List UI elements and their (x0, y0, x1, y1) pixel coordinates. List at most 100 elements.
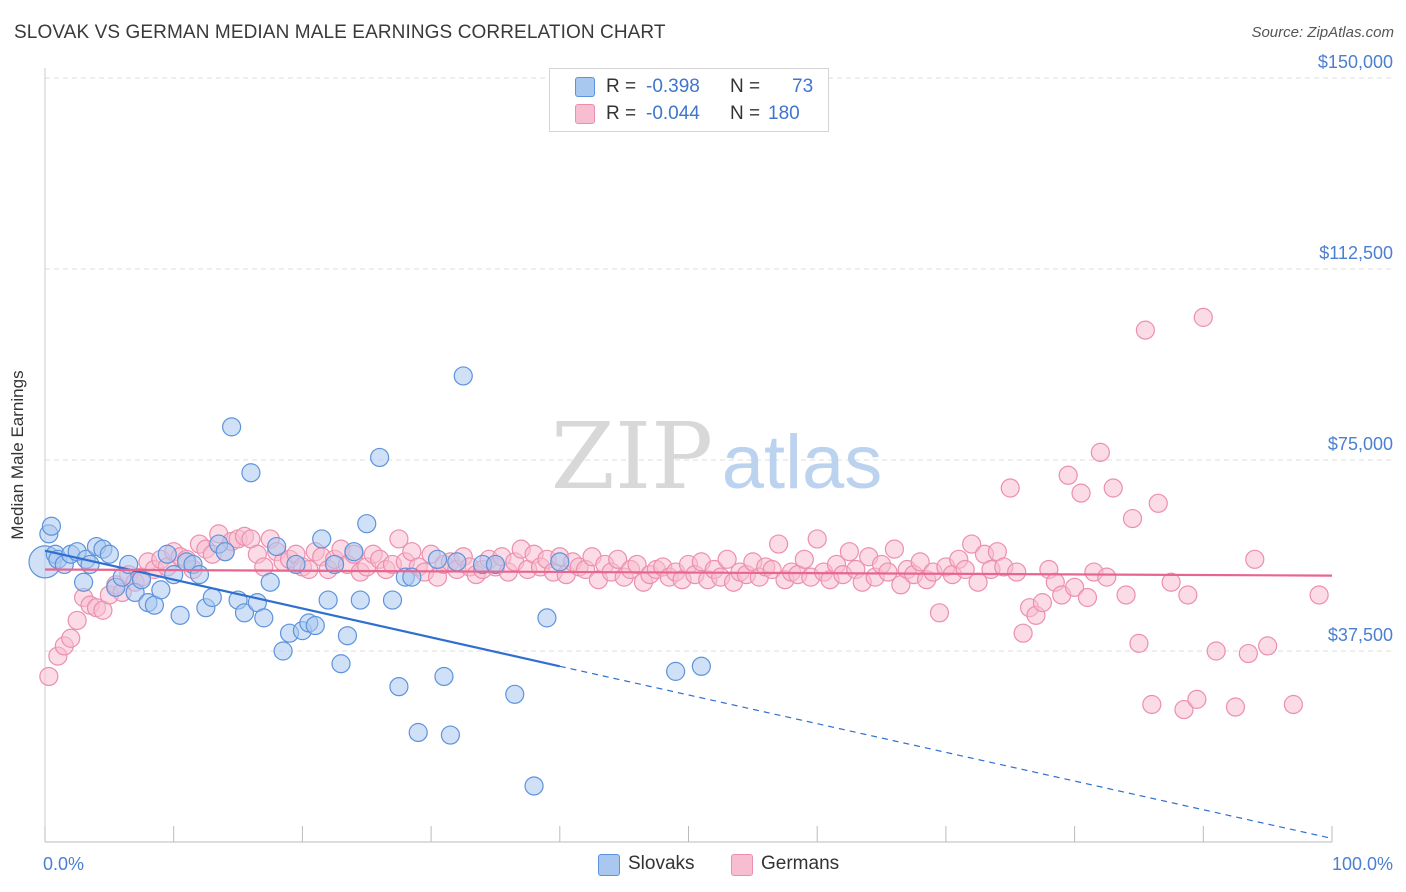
slovak-point (440, 725, 461, 745)
german-point (768, 534, 789, 554)
slovak-point (453, 366, 473, 386)
german-point (1058, 465, 1078, 485)
german-point (717, 549, 737, 569)
slovak-point (357, 514, 377, 534)
german-point (1283, 694, 1303, 715)
legend-r-label: R = (606, 76, 637, 97)
german-point (1135, 320, 1155, 340)
slovak-point (151, 580, 171, 600)
legend-row-slovaks: R = -0.398 N = 73 (550, 74, 828, 100)
legend-r-value: -0.398 (646, 76, 700, 97)
x-tick-labels: 0.0% 100.0% (43, 854, 1393, 874)
german-point (389, 529, 409, 549)
german-point (61, 628, 81, 648)
german-point (1000, 478, 1020, 498)
slovak-point (389, 677, 409, 697)
slovak-point (408, 722, 428, 743)
slovak-point (337, 626, 358, 646)
x-tick-label-end: 100.0% (1332, 854, 1393, 874)
slovak-point (691, 656, 711, 676)
slovak-point (241, 463, 261, 483)
german-point (1206, 641, 1226, 661)
germans-legend-swatch (731, 854, 753, 876)
slovak-point (370, 447, 390, 468)
slovak-point (305, 615, 325, 636)
y-tick-label: $112,500 (1319, 243, 1393, 263)
german-point (1129, 633, 1149, 653)
german-point (1187, 689, 1207, 709)
german-point (608, 549, 628, 569)
german-point (1090, 442, 1110, 462)
watermark-atlas: atlas (722, 420, 883, 505)
slovak-point (157, 544, 177, 564)
germans-series (39, 307, 1329, 720)
german-point (884, 539, 905, 559)
german-point (1103, 478, 1123, 498)
german-point (1245, 549, 1265, 569)
german-point (1007, 562, 1027, 582)
legend-r-label: R = (606, 103, 637, 124)
slovak-point (447, 552, 467, 572)
slovak-point (318, 590, 338, 610)
german-point (1161, 572, 1181, 592)
german-point (929, 603, 950, 623)
german-point (1258, 636, 1278, 656)
german-point (878, 562, 898, 582)
german-point (1122, 508, 1143, 529)
slovak-point (254, 608, 274, 628)
slovak-point (402, 567, 422, 587)
slovak-point (267, 536, 287, 557)
german-point (910, 552, 930, 572)
slovaks-legend-label: Slovaks (628, 853, 695, 874)
legend-n-value: 180 (768, 103, 800, 124)
y-tick-label: $37,500 (1328, 625, 1393, 645)
german-point (1309, 585, 1329, 605)
chart-title: SLOVAK VS GERMAN MEDIAN MALE EARNINGS CO… (14, 22, 666, 43)
slovak-point (350, 590, 370, 610)
german-point (794, 549, 814, 569)
legend-n-label: N = (730, 76, 761, 97)
slovak-point (222, 417, 242, 437)
slovak-point (234, 603, 255, 623)
slovaks-legend-swatch (598, 854, 620, 876)
german-point (1071, 483, 1091, 503)
german-point (39, 666, 59, 687)
slovak-point (524, 776, 544, 796)
y-tick-label: $150,000 (1318, 52, 1393, 72)
legend-row-germans: R = -0.044 N = 180 (550, 101, 828, 127)
german-point (962, 534, 982, 554)
slovaks-swatch (575, 77, 595, 97)
german-point (1097, 567, 1117, 587)
slovak-point (550, 552, 570, 572)
german-point (1013, 623, 1033, 643)
german-point (1064, 577, 1085, 597)
slovak-point (485, 554, 506, 575)
german-point (1032, 593, 1053, 613)
x-tick-label-start: 0.0% (43, 854, 84, 874)
slovak-point (505, 684, 525, 704)
slovak-point (666, 661, 686, 681)
legend-n-value: 73 (792, 76, 814, 97)
slovaks-series (28, 366, 711, 796)
slovak-point (344, 542, 364, 562)
german-point (1077, 587, 1098, 608)
german-point (807, 529, 827, 549)
slovak-point (427, 549, 448, 569)
german-point (1142, 694, 1162, 715)
axes (44, 68, 1333, 843)
germans-swatch (575, 104, 595, 124)
slovak-point (74, 572, 94, 592)
legend-r-value: -0.044 (646, 103, 700, 124)
y-tick-labels: $37,500 $75,000 $112,500 $150,000 (1318, 52, 1393, 645)
german-point (839, 542, 859, 562)
german-point (1178, 585, 1198, 605)
slovak-point (324, 554, 345, 575)
slovak-point (273, 641, 293, 661)
slovak-point (215, 542, 235, 562)
trend-lines (44, 549, 1333, 840)
slovak-point (41, 516, 62, 536)
germans-trend-line (44, 568, 1333, 577)
watermark-zip: ZIP (551, 403, 713, 510)
watermark: ZIP atlas (551, 403, 882, 510)
